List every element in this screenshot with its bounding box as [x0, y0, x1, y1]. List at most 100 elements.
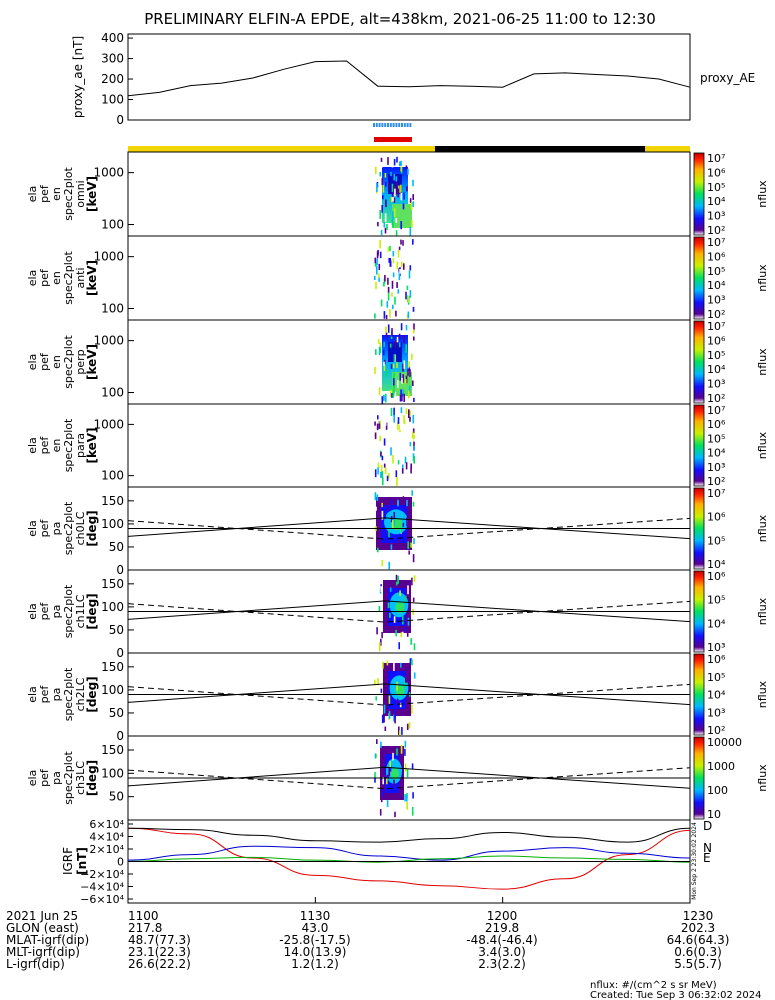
y-label-line: pa: [50, 688, 63, 702]
igrf-tick-label: 4×10⁴: [89, 831, 124, 844]
speckle: [412, 306, 415, 312]
speckle: [377, 339, 380, 344]
speckle: [410, 202, 413, 210]
speckle: [375, 696, 377, 701]
speckle: [384, 580, 386, 589]
speckle: [403, 393, 405, 402]
colorbar: [693, 570, 705, 653]
blue-tick: [375, 123, 378, 127]
speckle: [377, 462, 380, 468]
blue-tick: [395, 123, 398, 127]
axis-row-value: 219.8: [485, 921, 519, 935]
speckle: [410, 421, 412, 430]
speckle: [395, 310, 397, 317]
pa-solid-line: [127, 517, 691, 540]
speckle: [381, 158, 383, 168]
speckle: [399, 730, 401, 737]
speckle: [411, 577, 413, 586]
speckle: [374, 469, 377, 478]
y-tick-label: 100: [101, 683, 124, 697]
speckle: [398, 246, 401, 253]
ae-tick-label: 400: [101, 31, 124, 45]
colorbar-tick-label: 10³: [707, 461, 725, 474]
colorbar-tick-label: 10⁶: [707, 653, 726, 666]
colorbar-tick-label: 10000: [707, 736, 742, 749]
speckle: [399, 394, 402, 402]
speckle: [376, 739, 378, 744]
speckle: [393, 159, 396, 166]
speckle: [385, 314, 388, 320]
colorbar-tick-label: 10⁶: [707, 334, 726, 347]
blue-tick: [406, 123, 409, 127]
speckle: [400, 184, 402, 193]
igrf-tick-label: 6×10⁴: [89, 818, 124, 831]
igrf-legend-D: D: [703, 819, 712, 833]
speckle: [400, 192, 403, 201]
speckle: [382, 661, 384, 669]
speckle: [385, 326, 387, 333]
speckle: [377, 415, 379, 420]
speckle: [402, 374, 404, 383]
spec-panel-5: 150 100 50 0 ela pef pa spec2plot ch0LC[deg] 10⁷ 1…: [26, 486, 769, 577]
pa-dashed-line: [127, 683, 691, 706]
speckle: [411, 353, 413, 360]
ae-tick-label: 200: [101, 72, 124, 86]
colorbar: [693, 487, 705, 570]
igrf-tick-label: −2×10⁴: [80, 868, 124, 881]
blue-tick: [409, 123, 412, 127]
ae-frame: [127, 33, 691, 121]
speckle: [391, 292, 393, 297]
speckle: [389, 765, 392, 772]
igrf-tick-label: −6×10⁴: [80, 893, 124, 906]
speckle: [378, 387, 381, 396]
speckle: [399, 581, 402, 589]
speckle: [400, 449, 402, 457]
speckle: [413, 514, 415, 521]
speckle: [382, 792, 384, 797]
speckle: [383, 282, 385, 287]
speckle: [379, 642, 381, 652]
speckle: [374, 492, 377, 501]
speckle: [396, 261, 399, 270]
speckle: [393, 208, 396, 217]
speckle: [380, 586, 383, 593]
speckle: [393, 197, 396, 203]
speckle: [378, 695, 380, 700]
speckle: [413, 434, 415, 444]
speckle: [394, 713, 396, 719]
colorbar: [693, 736, 705, 820]
speckle: [380, 299, 383, 307]
speckle: [381, 455, 384, 461]
y-tick-label: 1000: [93, 250, 124, 264]
colorbar-tick-label: 10⁴: [707, 617, 726, 630]
y-label-line: pef: [38, 268, 51, 287]
y-label-line: spec2plot: [62, 667, 75, 721]
speckle: [391, 160, 394, 168]
speckle: [408, 366, 411, 372]
speckle: [377, 467, 379, 475]
y-tick-label: 150: [101, 660, 124, 674]
speckle: [375, 281, 377, 290]
speckle: [400, 632, 403, 638]
y-tick-label: 0: [116, 563, 124, 577]
axis-row-label: 2021 Jun 25: [6, 909, 78, 923]
speckle: [379, 210, 381, 219]
speckle: [376, 627, 378, 635]
speckle: [378, 346, 381, 356]
speckle: [375, 753, 378, 758]
y-label-line: ela: [26, 270, 39, 287]
speckle: [381, 502, 383, 508]
y-label-line: spec2plot: [62, 751, 75, 805]
speckle: [393, 186, 395, 195]
speckle: [390, 499, 393, 506]
speckle: [394, 426, 397, 435]
speckle: [396, 362, 398, 368]
axis-row-value: 217.8: [128, 921, 162, 935]
speckle: [379, 172, 381, 177]
speckle: [403, 513, 405, 519]
speckle: [382, 477, 384, 486]
speckle: [407, 617, 410, 626]
speckle: [405, 375, 408, 384]
